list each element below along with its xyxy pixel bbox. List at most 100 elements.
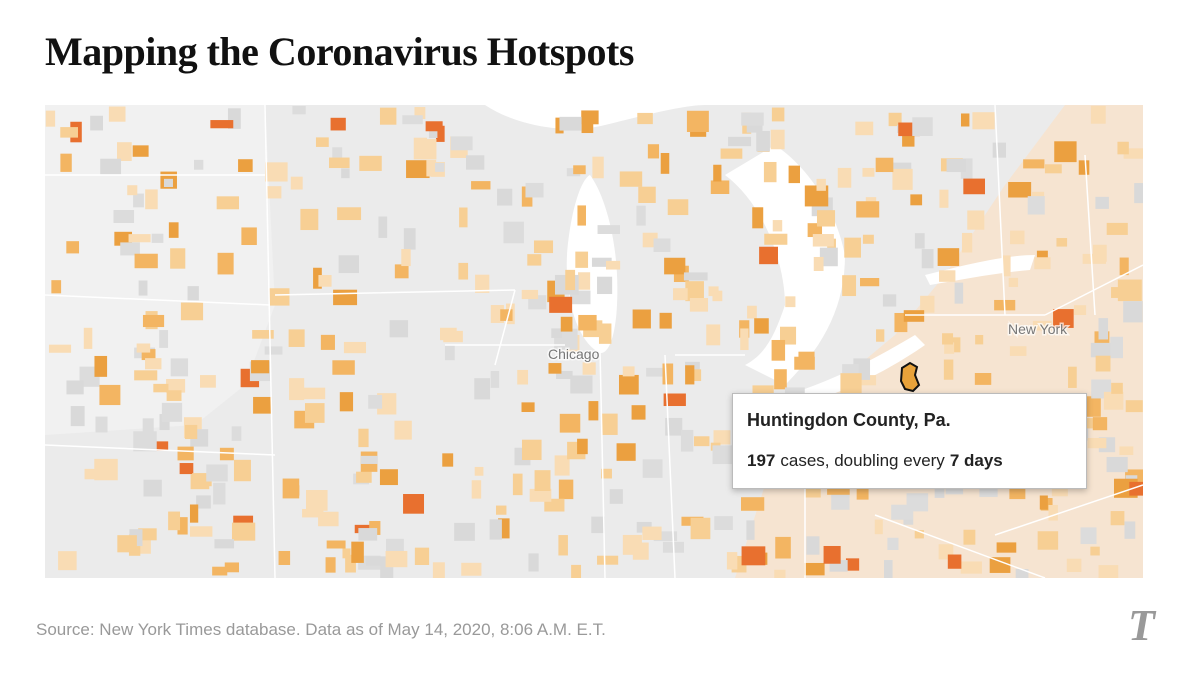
county [66,380,84,395]
county [521,402,535,413]
county [1066,558,1082,573]
county [326,540,346,549]
county [1106,222,1128,235]
county [1032,320,1052,331]
county [1092,417,1108,431]
county [497,188,513,206]
county [435,162,445,172]
tooltip-cases: 197 [747,451,776,470]
county [1085,396,1101,417]
county [1117,279,1142,302]
county [558,535,568,556]
county [189,504,199,523]
county [581,123,594,134]
county [359,155,382,171]
county [588,401,599,421]
county [575,251,589,268]
county [963,178,986,195]
county [269,288,290,306]
county [145,358,162,370]
county [66,241,80,254]
county [339,392,354,412]
county [450,136,473,151]
county [1098,565,1119,578]
county [816,210,836,227]
county [665,417,683,436]
county [525,182,544,198]
county [714,516,733,530]
county [84,468,102,480]
county [1090,546,1100,556]
county [992,142,1007,158]
county [389,320,409,338]
county [187,286,199,301]
county [686,110,709,132]
county [960,561,982,574]
county [170,358,189,377]
county [1054,141,1077,163]
county [443,330,463,343]
county [136,343,151,353]
county [435,125,445,142]
county [127,185,138,196]
county [114,231,133,246]
county [475,274,490,293]
county [325,557,336,573]
county [341,168,350,179]
county [549,296,573,313]
county [153,383,169,393]
county [853,375,877,386]
county [713,164,722,182]
county [816,178,826,191]
county [45,110,56,127]
county [474,378,491,400]
county [622,366,635,377]
county [512,473,523,496]
county [177,517,188,535]
county [996,542,1017,553]
county [358,428,369,448]
county [108,106,126,122]
county [837,167,852,188]
county [631,405,646,420]
county [471,181,491,190]
county [90,115,103,131]
county [642,526,662,540]
county [402,115,423,125]
county [461,562,482,576]
county [517,369,529,385]
county [689,297,709,312]
county [266,186,282,199]
county [862,234,874,244]
county [1027,196,1045,215]
county [134,253,158,269]
county [785,296,796,308]
county [740,328,749,351]
county [425,121,443,132]
county [194,159,204,170]
county [474,466,484,476]
county [133,431,157,452]
county [763,161,777,183]
county [1044,164,1062,174]
county [1125,400,1143,413]
county [856,488,869,500]
county [960,158,973,179]
county [241,227,257,246]
county [358,528,378,541]
county [632,309,651,329]
county [663,393,686,407]
county [882,294,897,307]
county [798,351,815,362]
county [1082,253,1106,264]
county [712,290,723,302]
county [394,420,412,440]
county [337,207,362,221]
county [300,208,319,231]
county [972,112,995,130]
county [685,281,704,302]
county [887,537,899,550]
county [616,443,636,461]
county [632,542,649,560]
county [414,107,426,120]
